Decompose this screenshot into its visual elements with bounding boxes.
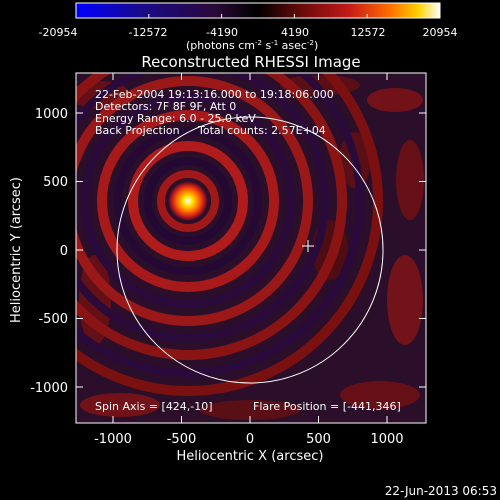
y-tick-label: 0 (60, 244, 68, 259)
plot-frame (75, 72, 427, 424)
colorbar (75, 2, 441, 19)
info-total-counts: Total counts: 2.57E+04 (197, 124, 326, 137)
x-axis-ticks (112, 73, 388, 423)
colorbar-tick-label: 4190 (281, 26, 309, 39)
y-axis-ticks (76, 112, 426, 388)
colorbar-tick-label: 20954 (423, 26, 458, 39)
x-tick-label: -1000 (94, 432, 132, 447)
info-energy-range: Energy Range: 6.0 - 25.0 keV (95, 112, 256, 125)
solar-limb (116, 116, 384, 384)
y-axis-label: Heliocentric Y (arcsec) (9, 177, 24, 323)
x-tick-label: -500 (167, 432, 197, 447)
y-tick-label: 500 (43, 175, 68, 190)
colorbar-unit-label: (photons cm-2 s-1 asec-2) (186, 39, 318, 52)
x-axis-label: Heliocentric X (arcsec) (177, 449, 324, 464)
footer-date: 22-Jun-2013 06:53 (385, 484, 497, 498)
x-tick-label: 500 (306, 432, 331, 447)
ripple-rings (76, 73, 383, 396)
x-tick-label: 0 (246, 432, 254, 447)
spin-axis-crosshair (302, 240, 314, 252)
y-tick-label: 1000 (35, 107, 68, 122)
colorbar-tick-label: 12572 (351, 26, 386, 39)
info-time-range: 22-Feb-2004 19:13:16.000 to 19:18:06.000 (95, 88, 334, 101)
info-spin-axis: Spin Axis = [424,-10] (95, 400, 213, 413)
y-tick-label: -500 (38, 312, 68, 327)
flare-source (168, 181, 208, 221)
colorbar-tick-label: -4190 (206, 26, 238, 39)
rhessi-image (76, 73, 426, 423)
info-flare-position: Flare Position = [-441,346] (253, 400, 401, 413)
x-tick-label: 1000 (370, 432, 403, 447)
colorbar-tick-label: -20954 (39, 26, 78, 39)
colorbar-tick-label: -12572 (129, 26, 168, 39)
info-method: Back Projection (95, 124, 180, 137)
plot-title: Reconstructed RHESSI Image (141, 53, 360, 71)
colorbar-ticks (75, 14, 441, 18)
y-tick-label: -1000 (30, 381, 68, 396)
info-detectors: Detectors: 7F 8F 9F, Att 0 (95, 100, 236, 113)
